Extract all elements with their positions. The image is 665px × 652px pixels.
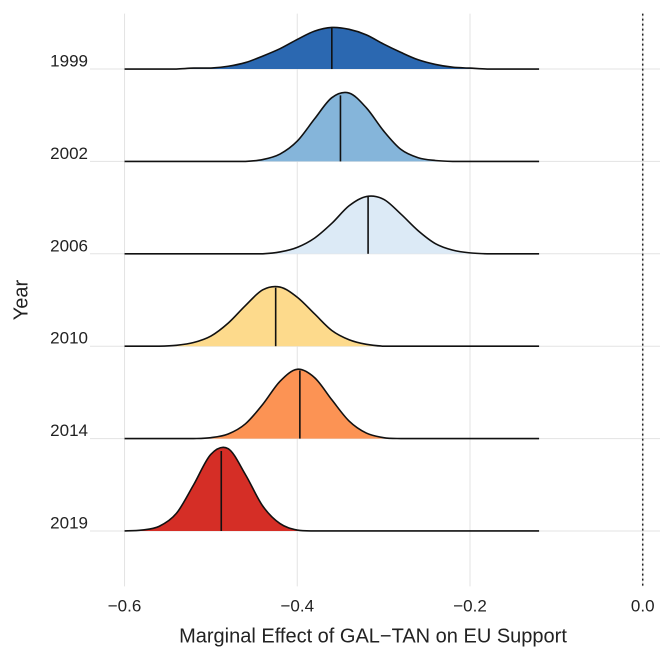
ridge [124, 446, 540, 532]
ridge-fill [124, 92, 540, 162]
x-tick-label: 0.0 [631, 596, 655, 615]
y-tick-label: 2014 [50, 421, 88, 440]
x-tick-label: −0.4 [280, 596, 314, 615]
x-axis-label: Marginal Effect of GAL−TAN on EU Support [179, 625, 567, 647]
y-tick-label: 2006 [50, 236, 88, 255]
ridge [124, 368, 540, 440]
ridge [124, 91, 540, 163]
ridge [124, 285, 540, 347]
ridge-fill [124, 369, 540, 439]
y-tick-label: 2010 [50, 329, 88, 348]
ridge-fill [124, 196, 540, 254]
y-tick-label: 2019 [50, 513, 88, 532]
y-tick-label: 2002 [50, 144, 88, 163]
ridge [124, 195, 540, 255]
x-tick-label: −0.2 [453, 596, 487, 615]
y-tick-label: 1999 [50, 52, 88, 71]
x-tick-label: −0.6 [108, 596, 142, 615]
ridge-fill [124, 286, 540, 347]
y-axis-label: Year [10, 279, 32, 320]
ridge-fill [124, 447, 540, 531]
